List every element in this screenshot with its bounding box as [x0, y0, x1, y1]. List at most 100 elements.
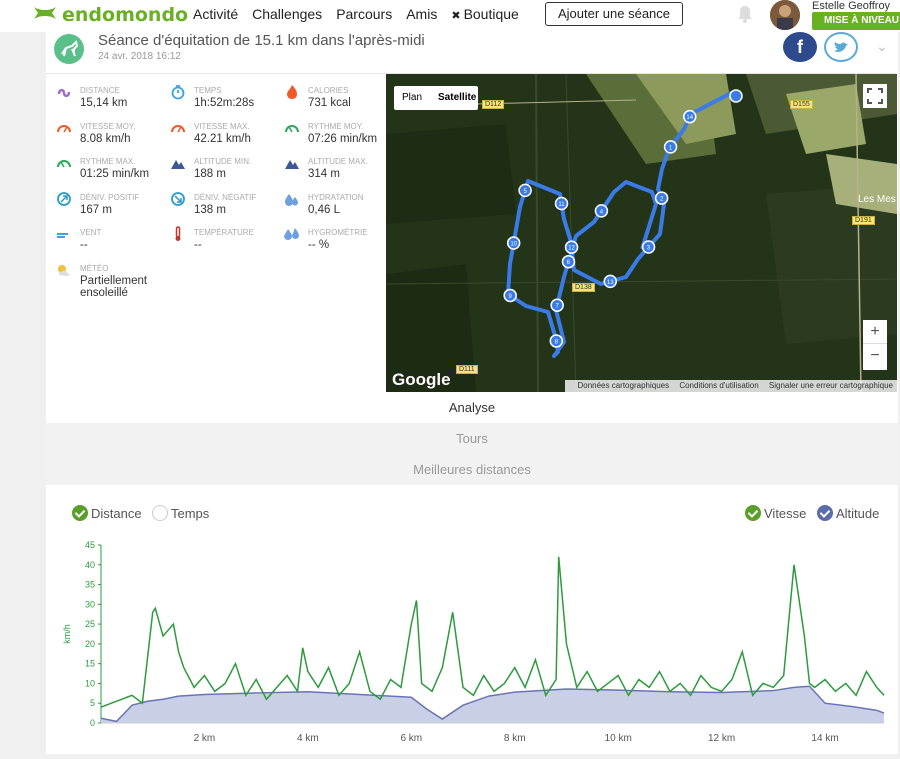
km-marker-label: 13: [607, 280, 614, 286]
y-tick-label: 25: [85, 619, 95, 629]
upgrade-button[interactable]: MISE À NIVEAU: [812, 12, 900, 30]
nav-boutique[interactable]: ✖ Boutique: [451, 6, 519, 22]
descent-icon: [170, 191, 186, 207]
workout-date: 24 avr. 2018 16:12: [98, 51, 181, 62]
stat-descent: DÉNIV. NÉGATIF 138 m: [160, 185, 274, 219]
road-label: D155: [790, 100, 813, 109]
toggle-altitude[interactable]: Altitude: [817, 505, 879, 521]
nav-activite[interactable]: Activité: [193, 6, 239, 22]
km-marker[interactable]: [554, 196, 569, 211]
avatar[interactable]: [770, 0, 800, 30]
twitter-share-icon[interactable]: [824, 32, 858, 62]
zoom-in-button[interactable]: +: [863, 320, 887, 344]
km-marker[interactable]: [682, 109, 697, 124]
stat-value: 138 m: [194, 203, 226, 216]
map-satellite-button[interactable]: Satellite: [438, 92, 477, 103]
checkmark-icon: [745, 505, 761, 521]
altitude-line: [100, 685, 885, 723]
speed-altitude-chart-panel: Distance Temps Vitesse Altitude 0 5 10 15 20…: [46, 485, 898, 754]
nav-amis[interactable]: Amis: [406, 6, 438, 22]
km-marker[interactable]: [654, 191, 669, 205]
endomondo-logo[interactable]: endomondo: [32, 4, 188, 26]
stat-label: CALORIES: [308, 86, 349, 95]
km-marker[interactable]: [564, 240, 579, 254]
stat-mountain: ALTITUDE MAX. 314 m: [274, 149, 388, 183]
nav-challenges[interactable]: Challenges: [252, 6, 323, 22]
checkmark-icon: [72, 505, 88, 521]
map-type-toggle[interactable]: Plan Satellite: [394, 86, 478, 110]
stat-pace: RYTHME MAX. 01:25 min/km: [46, 149, 160, 183]
start-marker[interactable]: [729, 89, 743, 103]
km-marker[interactable]: [641, 240, 656, 254]
km-marker[interactable]: [518, 183, 532, 198]
y-tick-label: 10: [85, 678, 95, 688]
stat-value: 1h:52m:28s: [194, 97, 255, 109]
route-map[interactable]: 14 1 2 3 13 12 11 5 10 9 8 7 6 4 Plan Satellite + − D…: [386, 74, 897, 392]
stat-value: 731 kcal: [308, 97, 351, 109]
toggle-distance[interactable]: Distance: [72, 505, 142, 521]
toggle-temps[interactable]: Temps: [152, 505, 209, 521]
km-marker[interactable]: [506, 236, 521, 250]
stat-label: RYTHME MAX.: [80, 157, 136, 166]
x-tick-label: 4 km: [297, 733, 319, 744]
km-marker-label: 10: [510, 242, 517, 248]
toggle-vitesse[interactable]: Vitesse: [745, 505, 806, 521]
add-workout-button[interactable]: Ajouter une séance: [545, 2, 683, 26]
km-marker-label: 8: [555, 339, 559, 345]
km-marker-label: 7: [555, 304, 559, 310]
fullscreen-icon[interactable]: [863, 84, 887, 108]
nav-parcours[interactable]: Parcours: [336, 6, 393, 22]
stat-label: ALTITUDE MIN.: [194, 157, 252, 166]
horse-riding-icon: [54, 34, 84, 64]
stat-label: RYTHME MOY.: [308, 121, 364, 131]
stat-label: TEMPS: [194, 86, 222, 95]
tab-analyse[interactable]: Analyse: [46, 392, 898, 423]
report-error-link[interactable]: Signaler une erreur cartographique: [768, 381, 893, 390]
username[interactable]: Estelle Geoffroy: [812, 0, 891, 12]
y-tick-label: 45: [85, 540, 95, 550]
notification-bell-icon[interactable]: [735, 4, 755, 24]
stat-label: VITESSE MAX.: [194, 121, 250, 131]
km-marker[interactable]: [561, 254, 576, 269]
y-tick-label: 40: [85, 560, 95, 570]
map-data-link[interactable]: Données cartographiques: [577, 381, 670, 390]
thermometer-icon: [170, 226, 186, 242]
km-marker-label: 2: [660, 197, 664, 203]
stat-value: 15,14 km: [80, 97, 128, 109]
stat-value: --: [194, 239, 202, 251]
drops-icon: [284, 191, 300, 207]
checkmark-icon: [817, 505, 833, 521]
km-marker-label: 3: [647, 245, 651, 251]
km-marker[interactable]: [594, 204, 609, 218]
km-marker-label: 11: [558, 202, 565, 208]
stat-value: 07:26 min/km: [308, 132, 378, 145]
tab-meilleures-distances[interactable]: Meilleures distances: [46, 454, 898, 485]
stat-speedometer: VITESSE MAX. 42.21 km/h: [160, 114, 274, 148]
km-marker[interactable]: [603, 274, 618, 289]
km-marker[interactable]: [549, 334, 564, 348]
y-tick-label: 5: [90, 698, 95, 708]
stat-label: MÉTÉO: [80, 263, 109, 273]
under-armour-logo-icon: [32, 5, 58, 26]
map-plan-button[interactable]: Plan: [402, 92, 423, 103]
km-marker[interactable]: [663, 140, 678, 154]
main-nav: Activité Challenges Parcours Amis ✖ Bouti…: [193, 6, 533, 22]
zoom-out-button[interactable]: −: [870, 347, 880, 364]
x-tick-label: 14 km: [811, 733, 838, 744]
chevron-down-icon[interactable]: ⌄: [876, 38, 888, 54]
stat-label: TEMPÉRATURE: [194, 228, 254, 237]
stat-label: HYGROMÉTRIE: [308, 228, 368, 237]
stat-weather: MÉTÉO Partiellement ensoleillé: [46, 256, 160, 299]
terms-link[interactable]: Conditions d'utilisation: [679, 381, 759, 390]
humidity-icon: [284, 226, 300, 242]
km-marker[interactable]: [550, 298, 564, 312]
road-label: D191: [852, 216, 875, 225]
pace-icon: [56, 155, 72, 171]
ascent-icon: [56, 191, 72, 207]
map-attribution: Données cartographiques Conditions d'uti…: [565, 380, 897, 392]
facebook-share-icon[interactable]: f: [783, 32, 817, 62]
tab-tours[interactable]: Tours: [46, 423, 898, 454]
km-marker[interactable]: [503, 288, 517, 303]
stat-mountain: ALTITUDE MIN. 188 m: [160, 149, 274, 183]
